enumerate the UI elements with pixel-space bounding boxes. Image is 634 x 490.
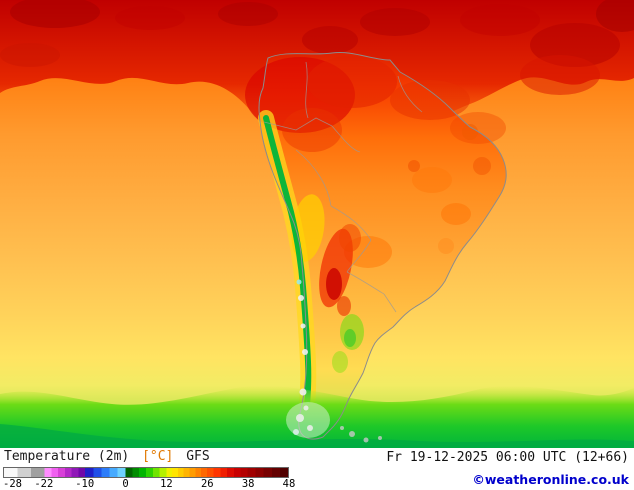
south-america-landmass — [259, 52, 507, 440]
scale-tick-label: 26 — [200, 478, 214, 490]
scale-tick-label: -10 — [75, 478, 95, 490]
argentina-hot-spot — [319, 224, 392, 316]
scale-tick-label: -28 — [3, 478, 22, 490]
cold-zone-south-dark-wave — [0, 424, 634, 448]
legend-model: GFS — [186, 449, 210, 464]
hot-spots-top — [0, 0, 634, 95]
map-canvas — [0, 0, 634, 448]
legend-title: Temperature (2m) — [4, 449, 130, 464]
color-scale-bar — [3, 467, 289, 478]
snow-ice-dots — [286, 279, 382, 443]
brazil-warm-patches — [408, 124, 491, 254]
forecast-datetime: Fr 19-12-2025 06:00 UTC (12+66) — [386, 450, 629, 465]
scale-tick-label: 48 — [282, 478, 296, 490]
country-borders — [263, 61, 423, 313]
scale-tick-label: 12 — [160, 478, 173, 490]
coastline — [258, 51, 507, 440]
color-scale-labels: -28 -22 -10 0 12 26 38 48 — [3, 478, 295, 490]
scale-tick-label: 0 — [122, 478, 129, 490]
patagonia-cool-patches — [332, 314, 364, 373]
temperature-map — [0, 0, 634, 448]
copyright-link[interactable]: ©weatheronline.co.uk — [472, 472, 629, 487]
scale-tick-label: 38 — [241, 478, 255, 490]
legend-footer: Temperature (2m) [°C] GFS -28 -22 -10 0 12 26… — [0, 448, 634, 490]
legend-title-row: Temperature (2m) [°C] GFS — [4, 449, 210, 465]
scale-tick-label: -22 — [34, 478, 54, 490]
legend-unit: [°C] — [142, 449, 174, 464]
